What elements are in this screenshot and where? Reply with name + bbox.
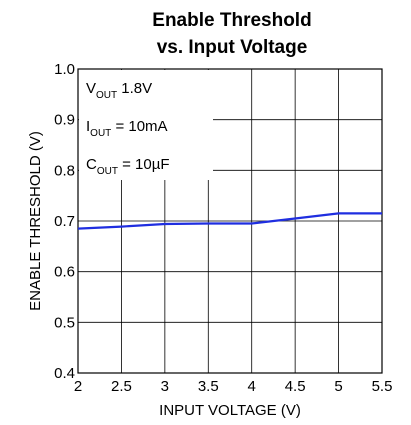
x-tick-label: 4 (248, 378, 256, 395)
y-tick-label: 0.9 (54, 112, 75, 129)
y-tick-label: 0.8 (54, 162, 75, 179)
y-axis-label: ENABLE THRESHOLD (V) (27, 131, 44, 311)
y-tick-labels: 0.4 0.5 0.6 0.7 0.8 0.9 1.0 (54, 61, 75, 382)
x-tick-label: 5 (334, 378, 342, 395)
chart-title: Enable Threshold vs. Input Voltage (152, 10, 311, 58)
condition-value: = 10µF (118, 156, 170, 173)
plot-frame (77, 68, 383, 374)
x-tick-label: 4.5 (285, 378, 306, 395)
x-axis-label: INPUT VOLTAGE (V) (159, 402, 301, 419)
condition-base: C (86, 156, 97, 173)
condition-text: IOUT = 10mA (86, 118, 168, 139)
condition-text: COUT = 10µF (86, 156, 170, 177)
condition-subscript: OUT (97, 166, 118, 177)
condition-text: VOUT 1.8V (86, 80, 152, 101)
x-tick-labels: 2 2.5 3 3.5 4 4.5 5 5.5 (74, 378, 393, 395)
y-tick-label: 0.5 (54, 314, 75, 331)
condition-value: 1.8V (117, 80, 152, 97)
series-group (77, 212, 382, 230)
condition-subscript: OUT (90, 128, 111, 139)
x-tick-label: 5.5 (372, 378, 393, 395)
condition-subscript: OUT (96, 90, 117, 101)
y-tick-label: 0.4 (54, 365, 75, 382)
condition-value: = 10mA (111, 118, 167, 135)
conditions-background (79, 70, 213, 180)
chart-title-line-1: Enable Threshold (152, 10, 311, 31)
x-tick-label: 2 (74, 378, 82, 395)
x-tick-label: 3.5 (198, 378, 219, 395)
series-line (77, 212, 382, 230)
y-tick-label: 0.7 (54, 213, 75, 230)
y-tick-label: 0.6 (54, 264, 75, 281)
x-tick-label: 3 (161, 378, 169, 395)
x-tick-label: 2.5 (111, 378, 132, 395)
y-tick-label: 1.0 (54, 61, 75, 78)
condition-base: V (86, 80, 96, 97)
condition-base: I (86, 118, 90, 135)
chart-title-line-2: vs. Input Voltage (157, 37, 308, 58)
